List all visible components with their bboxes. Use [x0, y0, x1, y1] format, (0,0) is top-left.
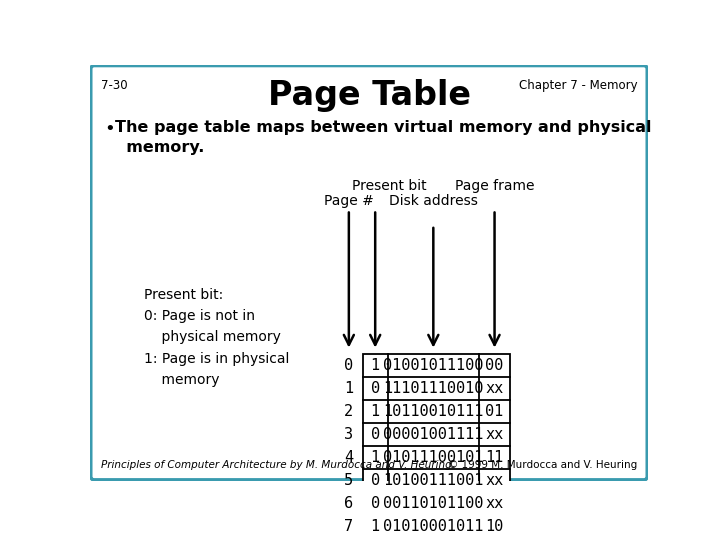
Text: 1: 1 [371, 357, 379, 373]
Text: xx: xx [485, 496, 504, 511]
Text: 0: 0 [371, 473, 379, 488]
Text: 3: 3 [344, 427, 354, 442]
Text: 1: 1 [371, 450, 379, 465]
Text: 1: 1 [371, 404, 379, 419]
Text: xx: xx [485, 381, 504, 396]
Text: 00: 00 [485, 357, 504, 373]
Text: © 1999 M. Murdocca and V. Heuring: © 1999 M. Murdocca and V. Heuring [448, 460, 637, 470]
Text: 0: 0 [371, 427, 379, 442]
Text: 01001011100: 01001011100 [383, 357, 484, 373]
Text: The page table maps between virtual memory and physical
  memory.: The page table maps between virtual memo… [114, 120, 652, 155]
Text: 1: 1 [344, 381, 354, 396]
Text: 5: 5 [344, 473, 354, 488]
Text: •: • [104, 120, 114, 138]
Text: 6: 6 [344, 496, 354, 511]
Text: 0: 0 [344, 357, 354, 373]
Text: 1: 1 [371, 519, 379, 534]
Text: Principles of Computer Architecture by M. Murdocca and V. Heuring: Principles of Computer Architecture by M… [101, 460, 451, 470]
Text: 00110101100: 00110101100 [383, 496, 484, 511]
Text: xx: xx [485, 473, 504, 488]
Text: Present bit: Present bit [352, 179, 426, 193]
Text: 7-30: 7-30 [101, 79, 127, 92]
Text: Chapter 7 - Memory: Chapter 7 - Memory [518, 79, 637, 92]
Text: Page frame: Page frame [455, 179, 534, 193]
Text: 7: 7 [344, 519, 354, 534]
Bar [363, 354, 510, 538]
Text: 01: 01 [485, 404, 504, 419]
Text: 0: 0 [371, 381, 379, 396]
Text: 2: 2 [344, 404, 354, 419]
Text: Present bit:
0: Page is not in
    physical memory
1: Page is in physical
    me: Present bit: 0: Page is not in physical … [144, 288, 289, 387]
Text: 01011100101: 01011100101 [383, 450, 484, 465]
Text: 0: 0 [371, 496, 379, 511]
Text: Disk address: Disk address [389, 194, 478, 208]
Text: 4: 4 [344, 450, 354, 465]
Text: Page Table: Page Table [268, 79, 470, 112]
Text: 11101110010: 11101110010 [383, 381, 484, 396]
Text: Page #: Page # [324, 194, 374, 208]
Text: 01010001011: 01010001011 [383, 519, 484, 534]
Text: 10110010111: 10110010111 [383, 404, 484, 419]
FancyBboxPatch shape [91, 65, 647, 480]
Text: 00001001111: 00001001111 [383, 427, 484, 442]
Text: xx: xx [485, 427, 504, 442]
Text: 10100111001: 10100111001 [383, 473, 484, 488]
Text: 11: 11 [485, 450, 504, 465]
Text: 10: 10 [485, 519, 504, 534]
